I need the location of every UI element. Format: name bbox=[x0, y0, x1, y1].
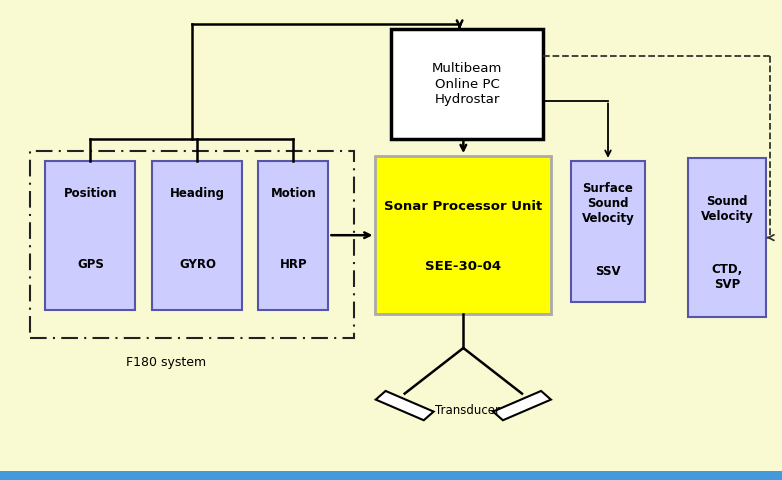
Text: Transducer: Transducer bbox=[435, 404, 500, 417]
FancyBboxPatch shape bbox=[258, 161, 328, 310]
Text: GYRO: GYRO bbox=[179, 258, 216, 272]
Bar bbox=[0, 471, 782, 480]
Polygon shape bbox=[493, 391, 551, 420]
Text: Surface
Sound
Velocity: Surface Sound Velocity bbox=[582, 182, 634, 225]
Text: F180 system: F180 system bbox=[126, 356, 206, 369]
Text: Motion: Motion bbox=[271, 187, 316, 200]
FancyBboxPatch shape bbox=[688, 158, 766, 317]
Text: SEE-30-04: SEE-30-04 bbox=[425, 260, 501, 274]
FancyBboxPatch shape bbox=[45, 161, 135, 310]
Text: GPS: GPS bbox=[77, 258, 104, 272]
Polygon shape bbox=[375, 391, 434, 420]
Text: Sonar Processor Unit: Sonar Processor Unit bbox=[384, 200, 543, 213]
Text: Sound
Velocity: Sound Velocity bbox=[701, 195, 754, 223]
FancyBboxPatch shape bbox=[375, 156, 551, 314]
Text: Heading: Heading bbox=[170, 187, 225, 200]
Text: SSV: SSV bbox=[595, 265, 621, 278]
FancyBboxPatch shape bbox=[391, 29, 543, 139]
FancyBboxPatch shape bbox=[152, 161, 242, 310]
FancyBboxPatch shape bbox=[571, 161, 645, 302]
Text: CTD,
SVP: CTD, SVP bbox=[712, 263, 743, 291]
Text: HRP: HRP bbox=[279, 258, 307, 272]
Text: Position: Position bbox=[63, 187, 117, 200]
Text: Multibeam
Online PC
Hydrostar: Multibeam Online PC Hydrostar bbox=[432, 62, 502, 106]
